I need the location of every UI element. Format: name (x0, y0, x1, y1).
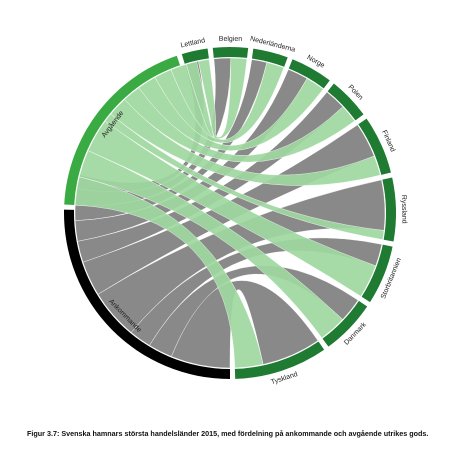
arc-ryssland (382, 177, 396, 242)
ribbon-avgaende-nederlanderna (154, 62, 285, 143)
arc-storbritannien (361, 244, 393, 303)
ribbon-avgaende-danmark (79, 150, 343, 339)
arc-layer (63, 47, 396, 379)
label-ryssland: Ryssland (400, 195, 408, 224)
label-lettland: Lettland (180, 37, 206, 49)
arc-polen (327, 83, 364, 121)
ribbon-avgaende-polen (124, 87, 355, 163)
arc-avgaende (64, 55, 181, 205)
ribbon-avgaende-finland (110, 99, 381, 186)
ribbon-avgaende-storbritannien (87, 121, 376, 297)
arc-norge (288, 59, 330, 89)
arc-belgien (212, 47, 249, 58)
arc-finland (358, 118, 391, 175)
figure-caption: Figur 3.7: Svenska hamnars största hande… (27, 429, 429, 438)
ribbon-avgaende-belgien (170, 57, 248, 139)
arc-tyskland (234, 341, 325, 379)
ribbon-layer (74, 57, 386, 369)
label-belgien: Belgien (219, 36, 242, 43)
arc-nederlanderna (251, 48, 288, 67)
ribbon-avgaende-lettland (185, 59, 217, 138)
arc-danmark (322, 300, 368, 347)
ribbon-avgaende-tyskland (74, 176, 264, 369)
arc-lettland (181, 48, 209, 64)
label-tyskland: Tyskland (270, 371, 299, 386)
arc-ankommande (63, 209, 230, 379)
ribbon-avgaende-ryssland (104, 113, 385, 240)
